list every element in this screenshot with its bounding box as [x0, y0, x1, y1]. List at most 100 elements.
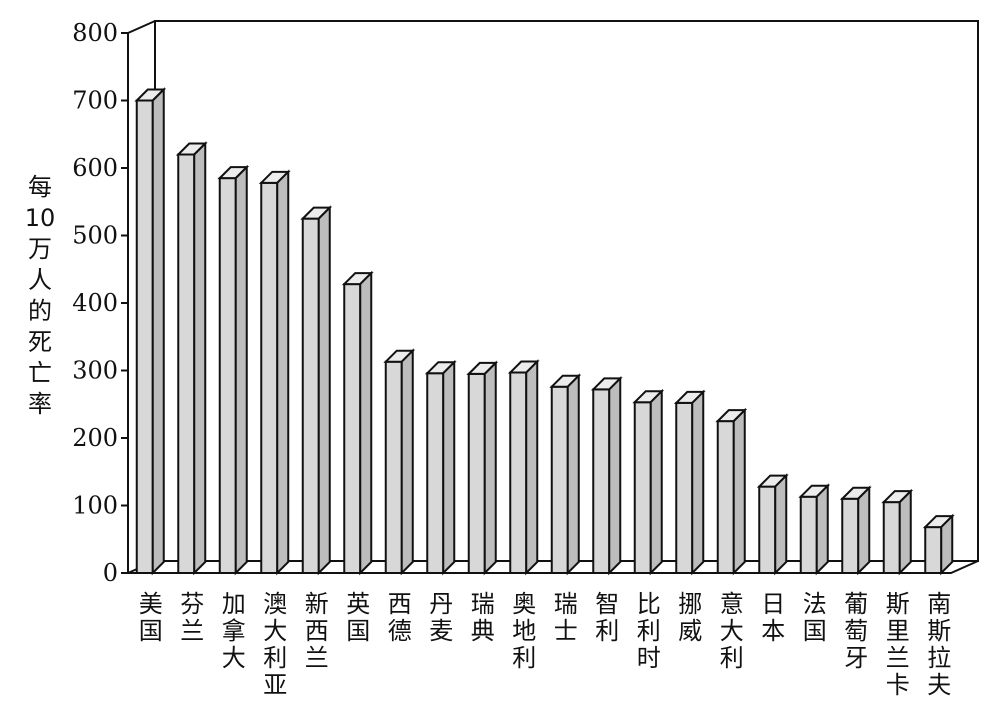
x-tick-label: 丹麦: [429, 590, 453, 645]
bar-front: [716, 420, 735, 574]
x-tick-label: 智利: [595, 590, 619, 645]
bar-side: [234, 164, 248, 576]
x-tick-label: 瑞典: [471, 590, 495, 645]
bar-side: [400, 348, 414, 576]
x-tick-label-char: 士: [554, 617, 578, 645]
x-tick-label-char: 智: [595, 590, 619, 618]
bar-front: [882, 501, 901, 574]
x-tick-label-char: 大: [720, 617, 744, 645]
bar: [715, 407, 748, 576]
x-tick-label-char: 德: [388, 617, 412, 645]
x-tick-label-char: 大: [263, 617, 287, 645]
x-tick-label: 加拿大: [222, 590, 246, 672]
bar-side: [442, 359, 456, 576]
x-tick-label-char: 斯: [927, 617, 951, 645]
x-tick-label: 美国: [139, 590, 163, 645]
bar-front: [758, 485, 777, 575]
x-tick-label-char: 芬: [180, 590, 204, 618]
x-tick-label-char: 利: [595, 617, 619, 645]
x-tick-label-char: 威: [678, 617, 702, 645]
y-axis-label-char: 10: [25, 204, 56, 232]
bar-front: [260, 181, 279, 574]
x-tick-label: 芬兰: [180, 590, 204, 645]
bar: [798, 483, 831, 576]
y-tick-label: 300: [72, 357, 118, 385]
x-tick-label-char: 拉: [927, 644, 951, 672]
x-tick-label-char: 亚: [263, 671, 287, 699]
bar-front: [301, 217, 320, 574]
bar-front: [633, 401, 652, 574]
x-tick-label-char: 南: [927, 590, 951, 618]
x-tick-label-char: 牙: [844, 644, 868, 672]
x-tick-label-char: 兰: [180, 617, 204, 645]
x-tick-label-char: 利: [263, 644, 287, 672]
x-tick-label-char: 地: [512, 617, 536, 645]
x-tick-label: 法国: [803, 590, 827, 645]
x-tick-label-char: 日: [761, 590, 785, 618]
x-tick-label-char: 时: [637, 644, 661, 672]
x-tick-label-char: 兰: [886, 644, 910, 672]
bar-side: [815, 483, 829, 576]
bar-front: [550, 385, 569, 575]
bar-front: [592, 388, 611, 574]
bar-side: [608, 375, 622, 576]
x-tick-label: 西德: [388, 590, 412, 645]
bar-front: [509, 371, 528, 574]
x-tick-label: 新西兰: [305, 590, 329, 672]
x-tick-label-char: 澳: [263, 590, 287, 618]
y-axis-label-char: 亡: [28, 359, 52, 387]
y-tick-label: 700: [72, 87, 118, 115]
y-tick-label: 0: [103, 559, 118, 587]
bar: [673, 389, 706, 576]
y-axis-label-char: 每: [28, 173, 52, 201]
x-tick-label: 比利时: [637, 590, 661, 672]
top-edge: [127, 20, 156, 34]
y-axis-label-char: 死: [28, 328, 52, 356]
bar-side: [732, 407, 746, 576]
x-tick-label-char: 法: [803, 590, 827, 618]
x-tick-label-char: 国: [139, 617, 163, 645]
x-tick-label-char: 萄: [844, 617, 868, 645]
y-tick-label: 500: [72, 222, 118, 250]
bar-side: [898, 488, 912, 576]
bar-side: [193, 141, 207, 576]
x-tick-label-char: 瑞: [554, 590, 578, 618]
bar-front: [675, 401, 694, 574]
x-tick-label-char: 典: [471, 617, 495, 645]
bar-front: [343, 283, 362, 574]
x-tick-label-char: 利: [720, 644, 744, 672]
y-axis-label-char: 人: [28, 266, 52, 294]
y-tick-label: 600: [72, 154, 118, 182]
x-tick-label: 英国: [346, 590, 370, 645]
bar-front: [135, 99, 154, 574]
x-tick-label-char: 加: [222, 590, 246, 618]
bar-front: [218, 177, 237, 574]
bar-side: [691, 389, 705, 576]
x-axis-labels: 美国芬兰加拿大澳大利亚新西兰英国西德丹麦瑞典奥地利瑞士智利比利时挪威意大利日本法…: [139, 590, 952, 699]
bar-front: [426, 372, 445, 575]
bar-side: [525, 359, 539, 576]
bar: [424, 359, 457, 576]
y-tick-label: 100: [72, 492, 118, 520]
y-axis-label-char: 万: [28, 235, 52, 263]
x-tick-label-char: 斯: [886, 590, 910, 618]
bar-side: [317, 205, 331, 576]
bar-side: [649, 388, 663, 576]
x-tick-label-char: 卡: [886, 671, 910, 699]
bar-side: [774, 473, 788, 576]
x-tick-label-char: 麦: [429, 617, 453, 645]
bar-front: [467, 372, 486, 574]
x-tick-label-char: 利: [512, 644, 536, 672]
x-tick-label-char: 比: [637, 590, 661, 618]
x-tick-label-char: 国: [346, 617, 370, 645]
bar: [341, 270, 374, 576]
bars: [134, 87, 955, 576]
bar-front: [841, 497, 860, 574]
x-tick-label: 挪威: [678, 590, 702, 645]
bar-front: [177, 153, 196, 574]
x-tick-label-char: 西: [388, 590, 412, 618]
